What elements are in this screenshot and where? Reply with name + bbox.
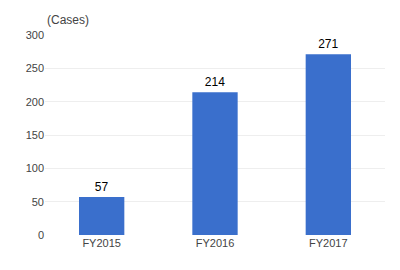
svg-text:250: 250 xyxy=(26,62,44,74)
svg-text:(Cases): (Cases) xyxy=(47,13,89,27)
svg-text:200: 200 xyxy=(26,96,44,108)
svg-text:214: 214 xyxy=(205,75,225,89)
svg-text:57: 57 xyxy=(95,180,109,194)
svg-text:100: 100 xyxy=(26,162,44,174)
svg-text:FY2016: FY2016 xyxy=(196,237,235,249)
svg-text:150: 150 xyxy=(26,129,44,141)
svg-text:FY2015: FY2015 xyxy=(82,237,121,249)
svg-text:50: 50 xyxy=(32,196,44,208)
svg-text:0: 0 xyxy=(38,229,44,241)
svg-text:271: 271 xyxy=(318,37,338,51)
svg-text:FY2017: FY2017 xyxy=(309,237,348,249)
svg-text:300: 300 xyxy=(26,29,44,41)
